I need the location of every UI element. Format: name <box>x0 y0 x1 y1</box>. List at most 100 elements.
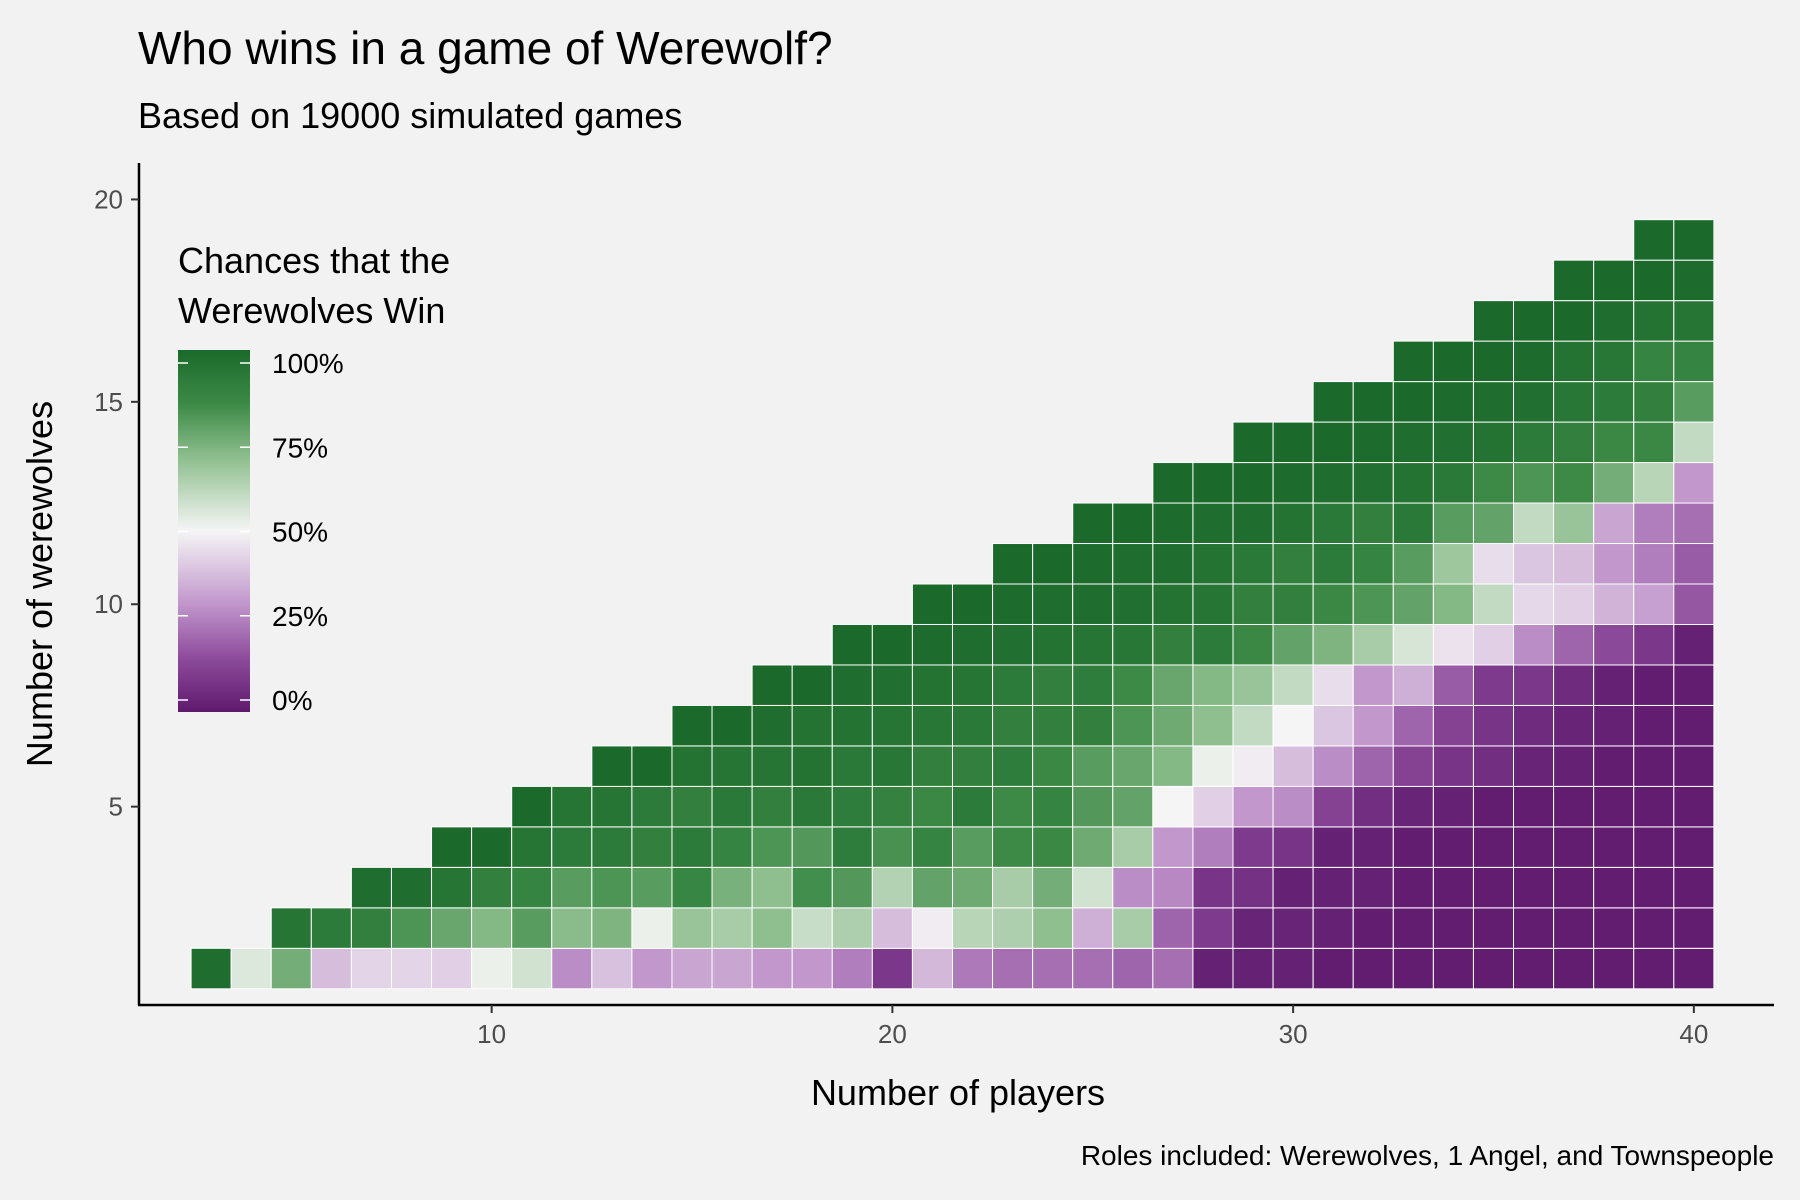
heatmap-cell <box>1192 543 1234 585</box>
heatmap-cell <box>711 947 753 990</box>
heatmap-cell <box>1072 745 1114 787</box>
heatmap-cell <box>1032 583 1074 625</box>
heatmap-cell <box>911 745 953 787</box>
heatmap-cell <box>1593 462 1635 504</box>
heatmap-cell <box>1232 785 1274 828</box>
heatmap-cell <box>1432 947 1474 990</box>
heatmap-cell <box>791 664 833 706</box>
heatmap-cell <box>1513 745 1555 787</box>
heatmap-cell <box>1633 866 1675 909</box>
heatmap-cell <box>1152 907 1194 949</box>
heatmap-cell <box>751 866 793 909</box>
heatmap-cell <box>1192 623 1234 666</box>
heatmap-cell <box>992 866 1034 909</box>
heatmap-cell <box>831 826 873 868</box>
y-tick-label: 5 <box>109 792 123 822</box>
heatmap-cell <box>1513 583 1555 625</box>
heatmap-cell <box>1633 381 1675 423</box>
heatmap-cell <box>992 785 1034 828</box>
heatmap-cell <box>911 785 953 828</box>
heatmap-cell <box>791 947 833 990</box>
heatmap-cell <box>1553 947 1595 990</box>
heatmap-cell <box>1673 462 1715 504</box>
heatmap-cell <box>1312 745 1354 787</box>
heatmap-cell <box>511 947 553 990</box>
heatmap-cell <box>751 947 793 990</box>
heatmap-cell <box>1593 826 1635 868</box>
heatmap-cell <box>871 907 913 949</box>
heatmap-cell <box>711 826 753 868</box>
legend-title-line2: Werewolves Win <box>178 290 445 331</box>
heatmap-cell <box>951 623 994 666</box>
heatmap-cell <box>1472 462 1515 504</box>
heatmap-cell <box>1593 259 1635 302</box>
heatmap-cell <box>1392 947 1434 990</box>
heatmap-cell <box>992 623 1034 666</box>
heatmap-cell <box>1072 826 1114 868</box>
heatmap-cell <box>1553 300 1595 342</box>
heatmap-cell <box>1032 947 1074 990</box>
heatmap-cell <box>1472 502 1515 545</box>
heatmap-cell <box>1272 745 1314 787</box>
heatmap-cell <box>1593 947 1635 990</box>
heatmap-cell <box>591 907 633 949</box>
heatmap-cell <box>591 745 633 787</box>
heatmap-cell <box>1553 866 1595 909</box>
heatmap-cell <box>1633 421 1675 464</box>
heatmap-cell <box>1432 340 1474 383</box>
heatmap-cell <box>1192 826 1234 868</box>
heatmap-cell <box>1553 259 1595 302</box>
heatmap-cell <box>1392 826 1434 868</box>
heatmap-cell <box>551 907 593 949</box>
heatmap-cell <box>1112 866 1154 909</box>
heatmap-cell <box>1272 785 1314 828</box>
heatmap-cell <box>1392 623 1434 666</box>
heatmap-cell <box>1513 907 1555 949</box>
heatmap-cell <box>1633 826 1675 868</box>
heatmap-cell <box>1152 826 1194 868</box>
heatmap-cell <box>1272 866 1314 909</box>
heatmap-cell <box>1192 583 1234 625</box>
heatmap-cell <box>1593 421 1635 464</box>
legend-colorbar <box>178 350 250 712</box>
heatmap-cell <box>1152 704 1194 747</box>
heatmap-cell <box>471 826 513 868</box>
heatmap-cell <box>992 583 1034 625</box>
heatmap-cell <box>1472 583 1515 625</box>
heatmap-cell <box>1312 826 1354 868</box>
heatmap-cell <box>871 664 913 706</box>
heatmap-cell <box>1112 623 1154 666</box>
heatmap-cell <box>1352 785 1394 828</box>
heatmap-cell <box>1152 664 1194 706</box>
heatmap-cell <box>431 866 473 909</box>
heatmap-cell <box>1272 583 1314 625</box>
heatmap-cell <box>631 907 673 949</box>
heatmap-cell <box>1593 340 1635 383</box>
heatmap-cell <box>911 704 953 747</box>
heatmap-cell <box>951 745 994 787</box>
heatmap-cell <box>911 664 953 706</box>
heatmap-cell <box>1352 502 1394 545</box>
heatmap-cell <box>1112 502 1154 545</box>
heatmap-cell <box>1272 421 1314 464</box>
heatmap-cell <box>831 866 873 909</box>
heatmap-cell <box>1673 947 1715 990</box>
heatmap-cell <box>1232 583 1274 625</box>
heatmap-cell <box>1432 745 1474 787</box>
heatmap-cell <box>631 785 673 828</box>
heatmap-cell <box>871 947 913 990</box>
heatmap-cell <box>1232 543 1274 585</box>
heatmap-cell <box>711 866 753 909</box>
heatmap-cell <box>711 907 753 949</box>
heatmap-cell <box>1673 421 1715 464</box>
heatmap-cell <box>711 704 753 747</box>
heatmap-cell <box>791 785 833 828</box>
heatmap-cell <box>1593 785 1635 828</box>
x-tick-label: 40 <box>1679 1019 1708 1049</box>
heatmap-cell <box>1072 664 1114 706</box>
heatmap-cell <box>1152 583 1194 625</box>
heatmap-cell <box>992 907 1034 949</box>
heatmap-cell <box>1032 543 1074 585</box>
heatmap-cell <box>1232 502 1274 545</box>
heatmap-cell <box>871 866 913 909</box>
